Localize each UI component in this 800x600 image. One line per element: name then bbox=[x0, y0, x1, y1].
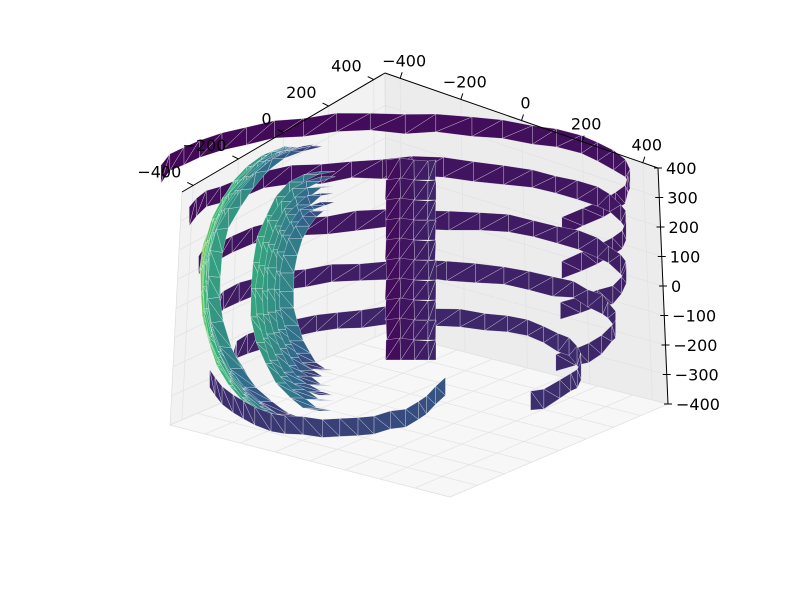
y-tick bbox=[581, 135, 585, 142]
z-tick-label: 400 bbox=[666, 159, 697, 178]
z-tick-label: −300 bbox=[675, 366, 719, 385]
surface-inner-shell bbox=[320, 193, 335, 196]
y-tick-label: 0 bbox=[520, 94, 530, 113]
y-tick bbox=[460, 93, 464, 100]
surface-tube bbox=[428, 159, 437, 181]
floor-grid-line bbox=[379, 385, 598, 480]
y-tick-label: −200 bbox=[443, 72, 487, 91]
surface-tube bbox=[427, 319, 437, 341]
y-tick-label: 200 bbox=[571, 115, 602, 134]
surface-lip bbox=[209, 369, 216, 396]
z-tick-label: 100 bbox=[670, 248, 701, 267]
surface-inner-shell bbox=[320, 186, 336, 188]
z-tick-label: 300 bbox=[667, 189, 698, 208]
z-tick-label: 0 bbox=[671, 277, 681, 296]
surface-tube bbox=[428, 299, 437, 321]
y-tick-label: 400 bbox=[632, 136, 663, 155]
y-tick bbox=[642, 156, 646, 163]
surface-rib bbox=[561, 260, 583, 279]
y-tick-label: −400 bbox=[382, 51, 426, 70]
x-tick bbox=[232, 155, 239, 160]
surface-rib bbox=[560, 301, 582, 320]
surface-tube bbox=[428, 239, 437, 261]
x-tick-label: 200 bbox=[286, 83, 317, 102]
surface-tube bbox=[427, 279, 437, 301]
y-tick bbox=[399, 72, 403, 79]
x-tick-label: −200 bbox=[182, 136, 226, 155]
floor-grid-line bbox=[332, 354, 614, 428]
x-tick bbox=[367, 76, 374, 81]
z-tick-label: −200 bbox=[674, 336, 718, 355]
surface-tube bbox=[427, 179, 437, 201]
surface-inner-shell bbox=[320, 201, 335, 206]
surface-tube bbox=[427, 339, 437, 361]
z-tick-label: 200 bbox=[669, 218, 700, 237]
x-tick-label: −400 bbox=[137, 162, 181, 181]
z-tick-label: −400 bbox=[676, 395, 720, 414]
surface-tube bbox=[427, 219, 437, 241]
surface-inner-shell bbox=[317, 171, 336, 175]
surface-inner-shell bbox=[320, 176, 336, 182]
surface-rib bbox=[530, 390, 545, 411]
surface-rib bbox=[555, 353, 577, 372]
surface-tube bbox=[426, 199, 437, 221]
z-tick-label: −100 bbox=[672, 307, 716, 326]
x-tick-label: 400 bbox=[331, 57, 362, 76]
floor-grid-line bbox=[305, 366, 587, 440]
x-tick bbox=[322, 102, 329, 107]
x-tick bbox=[187, 181, 194, 186]
floor-grid-line bbox=[449, 403, 669, 498]
x-tick bbox=[277, 129, 284, 133]
surface-mesh bbox=[160, 112, 631, 439]
surface-tube bbox=[428, 259, 437, 281]
tick-marks bbox=[187, 72, 672, 405]
x-tick-label: 0 bbox=[261, 110, 271, 129]
floor-grid-line bbox=[414, 394, 634, 489]
floor-grid-line bbox=[344, 376, 563, 471]
surface-shell bbox=[302, 145, 323, 152]
y-tick bbox=[521, 114, 524, 121]
